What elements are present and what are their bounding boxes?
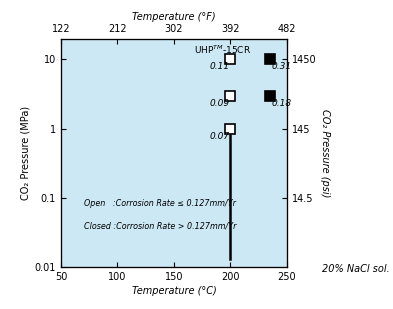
Text: UHP$^{TM}$-15CR: UHP$^{TM}$-15CR — [194, 43, 252, 59]
Text: Closed :Corrosion Rate > 0.127mm/Yr: Closed :Corrosion Rate > 0.127mm/Yr — [84, 222, 236, 231]
Text: 20% NaCl sol.: 20% NaCl sol. — [322, 264, 390, 274]
Text: 0.31: 0.31 — [271, 62, 291, 71]
Text: 0.18: 0.18 — [271, 99, 291, 108]
X-axis label: Temperature (°C): Temperature (°C) — [132, 286, 216, 296]
Text: 0.09: 0.09 — [209, 99, 229, 108]
Text: 0.07: 0.07 — [209, 132, 229, 141]
Text: 0.11: 0.11 — [209, 62, 229, 71]
Y-axis label: CO₂ Pressure (MPa): CO₂ Pressure (MPa) — [20, 106, 31, 200]
Y-axis label: CO₂ Pressure (psi): CO₂ Pressure (psi) — [320, 109, 330, 197]
Text: Open   :Corrosion Rate ≤ 0.127mm/Yr: Open :Corrosion Rate ≤ 0.127mm/Yr — [84, 199, 235, 208]
X-axis label: Temperature (°F): Temperature (°F) — [132, 12, 216, 22]
